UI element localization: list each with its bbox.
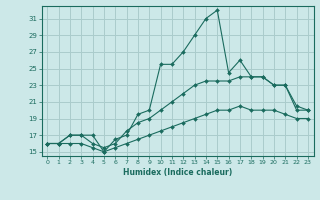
X-axis label: Humidex (Indice chaleur): Humidex (Indice chaleur) <box>123 168 232 177</box>
